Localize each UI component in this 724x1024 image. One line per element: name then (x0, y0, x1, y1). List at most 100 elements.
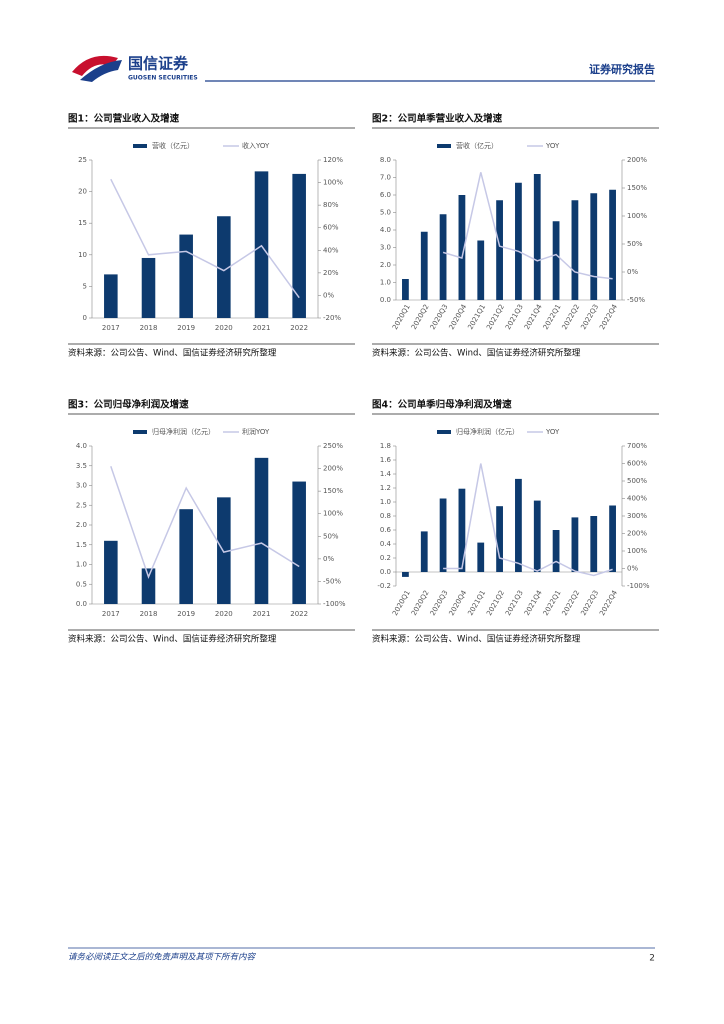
bar (292, 481, 306, 604)
bar (439, 214, 447, 300)
bar (552, 221, 560, 300)
x-tick-label: 2022Q1 (542, 303, 563, 331)
bar (141, 257, 156, 318)
y-tick-label: 0.5 (76, 580, 87, 588)
bar (609, 189, 616, 300)
bar (590, 193, 598, 300)
x-tick-label: 2021Q2 (485, 303, 506, 331)
y-tick-label: 1.2 (380, 484, 391, 492)
y-tick-label: 1.8 (380, 442, 391, 450)
logo-blue (80, 60, 122, 82)
yoy-line (110, 466, 300, 580)
x-tick-label: 2019 (177, 610, 195, 618)
x-tick-label: 2020 (215, 610, 233, 618)
bar (402, 572, 409, 577)
y2-tick-label: 200% (627, 530, 647, 538)
y-tick-label: 2.5 (76, 501, 87, 509)
x-tick-label: 2020Q3 (429, 589, 450, 617)
x-tick-label: 2017 (102, 324, 120, 332)
figure-title: 图2：公司单季营业收入及增速 (372, 113, 503, 125)
y2-tick-label: -100% (627, 582, 650, 590)
bar (496, 506, 503, 572)
bar (420, 531, 428, 572)
x-tick-label: 2020Q2 (410, 303, 431, 331)
bar (254, 457, 269, 604)
y2-tick-label: 120% (323, 156, 343, 164)
bar (477, 240, 485, 300)
source-note: 资料来源：公司公告、Wind、国信证券经济研究所整理 (68, 634, 277, 645)
bar (552, 530, 560, 572)
y-tick-label: 2.0 (380, 261, 391, 269)
x-tick-label: 2020Q3 (429, 303, 450, 331)
y-tick-label: 2.0 (76, 521, 87, 529)
logo-red (72, 55, 118, 76)
y-tick-label: 1.0 (380, 279, 391, 287)
y-tick-label: 3.5 (76, 462, 87, 470)
bar (515, 182, 522, 300)
bar (533, 500, 541, 572)
y2-tick-label: 100% (323, 179, 343, 187)
x-tick-label: 2022Q2 (561, 303, 582, 331)
x-tick-label: 2018 (140, 610, 158, 618)
bar (458, 195, 466, 300)
y2-tick-label: 40% (323, 246, 339, 254)
yoy-line (442, 172, 613, 280)
y-tick-label: 1.5 (76, 541, 87, 549)
bar (402, 279, 409, 300)
bar (533, 174, 541, 300)
x-tick-label: 2021Q2 (485, 589, 506, 617)
bar (496, 200, 503, 300)
y2-tick-label: 600% (627, 460, 647, 468)
bar (254, 171, 269, 318)
figure-title: 图1：公司营业收入及增速 (68, 113, 180, 125)
y-tick-label: 7.0 (380, 174, 391, 182)
legend-label: 收入YOY (242, 141, 270, 150)
x-tick-label: 2021Q3 (504, 303, 525, 331)
legend-swatch (437, 430, 451, 434)
x-tick-label: 2020Q1 (391, 589, 412, 617)
bar (439, 498, 447, 572)
source-note: 资料来源：公司公告、Wind、国信证券经济研究所整理 (372, 634, 581, 645)
y2-tick-label: 0% (627, 565, 638, 573)
legend-swatch (133, 430, 147, 434)
legend-label: 归母净利润（亿元） (456, 427, 519, 436)
disclaimer: 请务必阅读正文之后的免责声明及其项下所有内容 (68, 952, 257, 963)
bar (571, 517, 579, 572)
y2-tick-label: 20% (323, 269, 339, 277)
y2-tick-label: -100% (323, 600, 346, 608)
y-tick-label: 3.0 (380, 244, 391, 252)
y2-tick-label: 0% (323, 555, 334, 563)
legend-label: 利润YOY (242, 427, 270, 436)
bar (141, 568, 156, 604)
legend-label: 营收（亿元） (152, 141, 194, 150)
y-tick-label: 10 (78, 251, 87, 259)
y-tick-label: 0 (83, 314, 87, 322)
y-tick-label: 20 (78, 188, 87, 196)
y-tick-label: 1.6 (380, 456, 392, 464)
legend-swatch (133, 144, 147, 148)
y2-tick-label: 100% (627, 212, 647, 220)
y2-tick-label: 100% (323, 510, 343, 518)
bar (179, 234, 193, 318)
x-tick-label: 2021 (253, 324, 271, 332)
legend-swatch (437, 144, 451, 148)
figure-title: 图3：公司归母净利润及增速 (68, 399, 189, 411)
bar (590, 516, 598, 572)
bar (609, 505, 616, 572)
bar (477, 542, 485, 572)
source-note: 资料来源：公司公告、Wind、国信证券经济研究所整理 (372, 348, 581, 359)
x-tick-label: 2017 (102, 610, 120, 618)
y2-tick-label: 50% (627, 240, 643, 248)
x-tick-label: 2022 (290, 324, 308, 332)
yoy-line (110, 178, 300, 299)
y-tick-label: 0.6 (380, 526, 392, 534)
bar (179, 509, 193, 604)
x-tick-label: 2022Q2 (561, 589, 582, 617)
legend-label: 营收（亿元） (456, 141, 498, 150)
figure-title: 图4：公司单季归母净利润及增速 (372, 399, 512, 411)
bar (292, 173, 306, 318)
x-tick-label: 2020Q2 (410, 589, 431, 617)
x-tick-label: 2020 (215, 324, 233, 332)
x-tick-label: 2022 (290, 610, 308, 618)
